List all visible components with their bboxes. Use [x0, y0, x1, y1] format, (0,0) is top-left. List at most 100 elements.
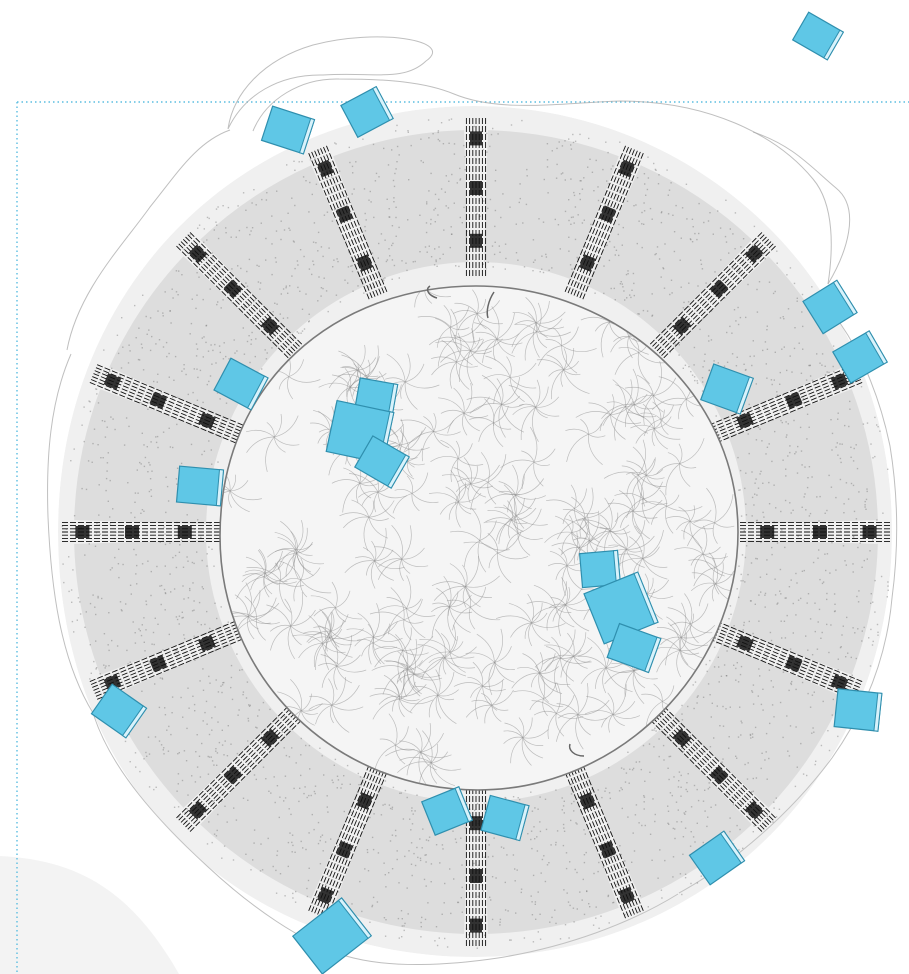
speckle-dot [592, 924, 595, 926]
speckle-dot [271, 243, 273, 245]
speckle-dot [408, 179, 410, 181]
spoke-block [470, 233, 482, 248]
fiber [374, 650, 403, 668]
speckle-dot [680, 774, 682, 777]
speckle-dot [211, 717, 213, 719]
speckle-dot [203, 336, 205, 338]
spoke-line [716, 381, 865, 444]
fiber [420, 751, 437, 771]
speckle-dot [773, 801, 775, 803]
speckle-dot [658, 174, 660, 176]
fiber [510, 737, 524, 764]
speckle-dot [396, 124, 398, 127]
fiber [417, 316, 451, 328]
speckle-dot [313, 828, 315, 831]
speckle-dot [211, 252, 214, 254]
speckle-dot [739, 469, 742, 472]
speckle-dot [477, 864, 480, 866]
speckle-dot [766, 348, 769, 350]
fiber [403, 619, 412, 641]
speckle-dot [61, 525, 64, 528]
speckle-dot [227, 206, 230, 209]
speckle-dot [359, 880, 361, 883]
speckle-dot [250, 343, 252, 345]
fiber [506, 533, 519, 550]
spoke-line [322, 770, 385, 919]
speckle-dot [754, 645, 756, 647]
speckle-dot [305, 293, 307, 295]
speckle-dot [184, 818, 186, 820]
speckle-dot [733, 625, 735, 627]
speckle-dot [858, 491, 860, 493]
speckle-dot [310, 794, 312, 797]
speckle-dot [176, 790, 178, 792]
speckle-dot [703, 221, 705, 224]
speckle-dot [567, 901, 570, 903]
speckle-dot [633, 205, 635, 207]
speckle-dot [194, 710, 196, 712]
fiber [547, 713, 557, 740]
speckle-dot [706, 670, 708, 673]
speckle-dot [795, 688, 797, 691]
fiber [258, 548, 267, 574]
fiber [632, 510, 640, 535]
fiber-tuft [469, 398, 512, 448]
speckle-dot [293, 241, 295, 243]
fiber [658, 376, 687, 400]
speckle-dot [240, 267, 242, 270]
speckle-dot [426, 203, 428, 205]
speckle-dot [323, 277, 325, 279]
speckle-dot [520, 888, 523, 890]
speckle-dot [62, 563, 64, 565]
speckle-dot [649, 833, 652, 835]
fiber [453, 387, 465, 414]
fiber [429, 492, 459, 503]
spoke-block [470, 131, 482, 146]
fiber [626, 549, 643, 553]
speckle-dot [187, 393, 189, 396]
speckle-dot [205, 700, 208, 703]
speckle-dot [114, 428, 116, 431]
speckle-dot [570, 144, 572, 146]
speckle-dot [251, 227, 254, 229]
speckle-dot [762, 254, 764, 256]
fiber [588, 402, 611, 415]
speckle-dot [726, 361, 729, 363]
speckle-dot [223, 342, 225, 344]
speckle-dot [244, 306, 246, 308]
fiber [329, 637, 352, 646]
speckle-dot [850, 456, 852, 458]
speckle-dot [828, 474, 830, 477]
spoke-line [582, 764, 645, 913]
speckle-dot [758, 620, 760, 622]
speckle-dot [776, 262, 778, 264]
spoke-line [579, 765, 642, 915]
speckle-dot [661, 211, 663, 213]
fiber [382, 669, 408, 695]
spoke-line [186, 232, 300, 347]
speckle-dot [280, 293, 282, 295]
fiber [430, 356, 457, 363]
speckle-dot [63, 581, 65, 584]
speckle-dot [373, 286, 375, 288]
speckle-dot [130, 593, 132, 595]
fiber [273, 436, 286, 453]
fiber [450, 326, 470, 331]
spoke-block [260, 316, 280, 336]
fiber [539, 666, 559, 674]
speckle-dot [306, 895, 309, 898]
speckle-dot [618, 254, 620, 257]
speckle-dot [351, 193, 353, 195]
speckle-dot [351, 264, 353, 267]
speckle-dot [378, 242, 380, 245]
fiber [293, 579, 301, 602]
speckle-dot [715, 415, 717, 417]
speckle-dot [565, 852, 568, 854]
speckle-dot [857, 546, 859, 549]
speckle-dot [172, 556, 174, 559]
fiber [503, 730, 524, 738]
speckle-dot [338, 170, 341, 172]
speckle-dot [487, 207, 489, 210]
speckle-dot [428, 836, 431, 838]
speckle-dot [221, 744, 224, 746]
